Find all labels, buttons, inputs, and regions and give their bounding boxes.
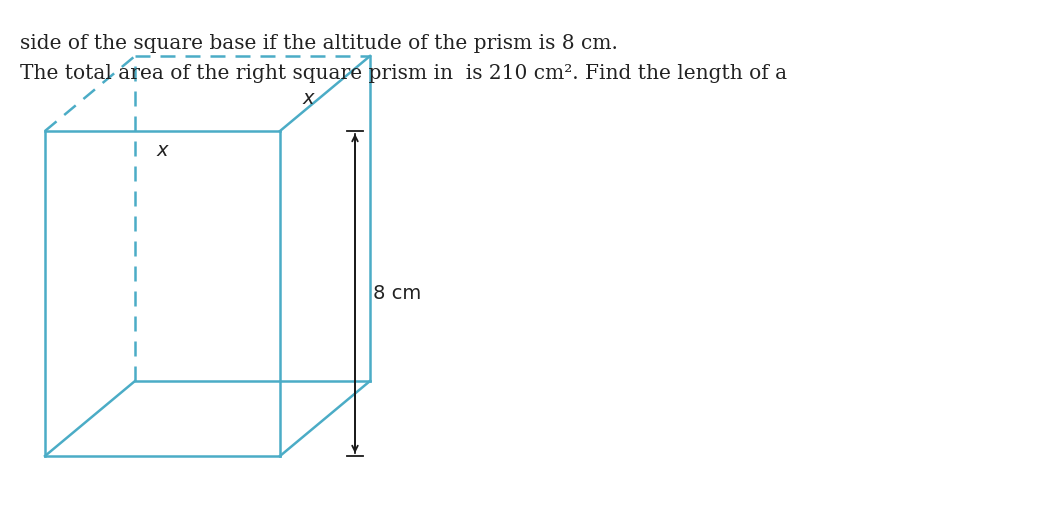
Text: x: x [302,89,314,107]
Text: 8 cm: 8 cm [373,284,421,303]
Text: x: x [156,141,168,160]
Text: side of the square base if the altitude of the prism is 8 cm.: side of the square base if the altitude … [20,34,618,53]
Text: The total area of the right square prism in  is 210 cm². Find the length of a: The total area of the right square prism… [20,64,787,83]
